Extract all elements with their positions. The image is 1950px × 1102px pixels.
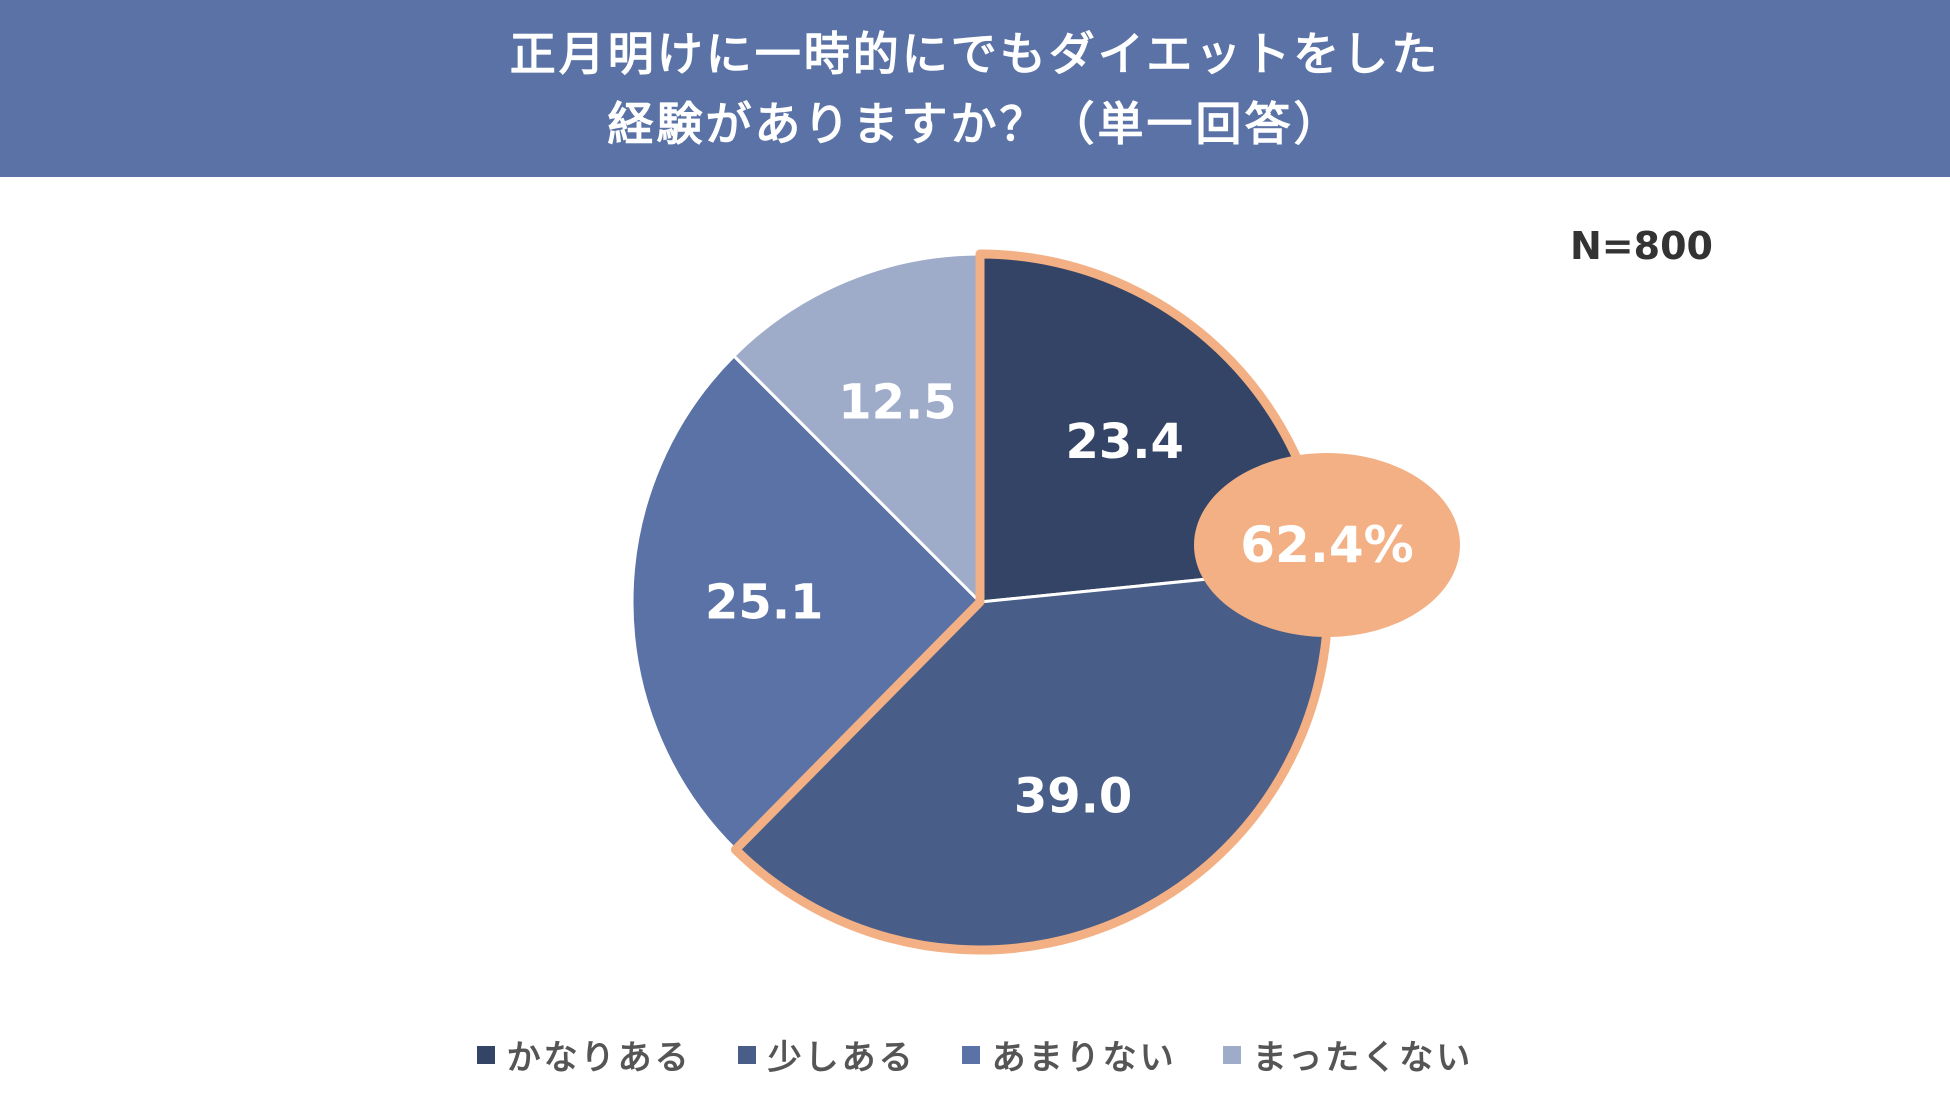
legend-label: まったくない [1252, 1038, 1474, 1078]
slice-value-label-2: 39.0 [1014, 769, 1132, 825]
legend-item-3: あまりない [961, 1030, 1177, 1079]
legend-label: 少しある [767, 1038, 916, 1078]
legend-item-4: まったくない [1222, 1030, 1474, 1079]
legend-label: かなりある [506, 1038, 692, 1078]
highlight-callout [1194, 453, 1460, 637]
chart-title-line-1: 正月明けに一時的にでもダイエットをした [509, 26, 1441, 81]
highlight-outline [730, 249, 1333, 955]
legend-swatch [476, 1045, 495, 1064]
chart-title-banner: 正月明けに一時的にでもダイエットをした 経験がありますか？（単一回答） [0, 0, 1950, 177]
chart-legend: かなりある 少しある あまりない まったくない [0, 1030, 1950, 1079]
sample-size-label: N=800 [1570, 224, 1713, 268]
slice-value-label-4: 12.5 [838, 375, 956, 431]
legend-item-1: かなりある [476, 1030, 692, 1079]
legend-swatch [961, 1045, 980, 1064]
legend-swatch [1222, 1045, 1241, 1064]
legend-label: あまりない [991, 1038, 1177, 1078]
slice-value-label-3: 25.1 [705, 575, 823, 631]
slice-value-label-1: 23.4 [1065, 414, 1183, 470]
legend-swatch [737, 1045, 756, 1064]
pie-slice-4 [731, 252, 982, 606]
chart-title-line-2: 経験がありますか？（単一回答） [607, 96, 1343, 151]
highlight-callout-label: 62.4% [1240, 516, 1413, 574]
legend-item-2: 少しある [737, 1030, 916, 1079]
pie-slice-3 [630, 353, 983, 852]
